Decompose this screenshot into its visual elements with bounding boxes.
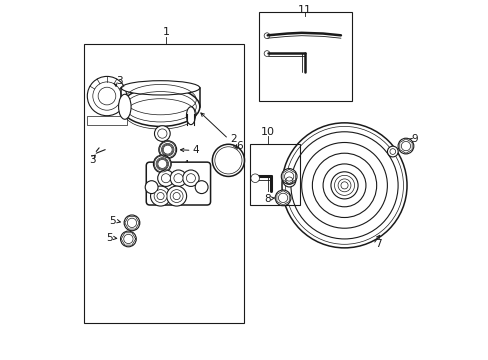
Text: 9: 9 [410,134,417,144]
Circle shape [127,218,136,228]
Circle shape [145,181,158,194]
Circle shape [186,174,195,183]
Circle shape [124,215,140,231]
Text: 7: 7 [374,239,381,249]
Circle shape [157,170,174,186]
Circle shape [161,174,170,183]
Text: 8: 8 [264,194,271,203]
Circle shape [195,181,207,194]
Circle shape [154,190,166,203]
Circle shape [250,174,259,183]
Ellipse shape [186,107,195,125]
Ellipse shape [121,81,200,95]
Circle shape [157,158,167,169]
FancyBboxPatch shape [146,162,210,205]
Circle shape [157,129,166,138]
Text: 1: 1 [162,27,169,37]
Circle shape [386,146,397,157]
Circle shape [170,190,183,203]
Circle shape [183,170,199,186]
Circle shape [174,174,183,183]
Text: 4: 4 [182,159,188,170]
Text: 6: 6 [236,141,243,151]
Circle shape [275,190,290,206]
Circle shape [330,172,357,199]
Circle shape [170,170,186,186]
Circle shape [281,168,296,184]
Bar [258,12,351,102]
Text: 2: 2 [230,134,236,144]
Text: 3: 3 [89,155,96,165]
Circle shape [166,186,186,206]
Text: 5: 5 [109,216,116,226]
Circle shape [397,138,413,154]
Text: 3: 3 [116,76,122,86]
Text: 11: 11 [298,5,312,15]
Ellipse shape [118,94,131,119]
Text: 10: 10 [260,127,274,137]
Bar [83,44,244,323]
Circle shape [121,231,136,247]
Circle shape [159,141,176,158]
Text: 5: 5 [105,233,112,243]
Circle shape [162,144,173,155]
Circle shape [153,155,171,173]
Circle shape [123,234,133,244]
Circle shape [154,126,170,141]
Circle shape [283,174,295,187]
Ellipse shape [121,87,200,126]
Circle shape [150,186,170,206]
Text: 4: 4 [192,145,199,156]
Bar [249,144,299,205]
